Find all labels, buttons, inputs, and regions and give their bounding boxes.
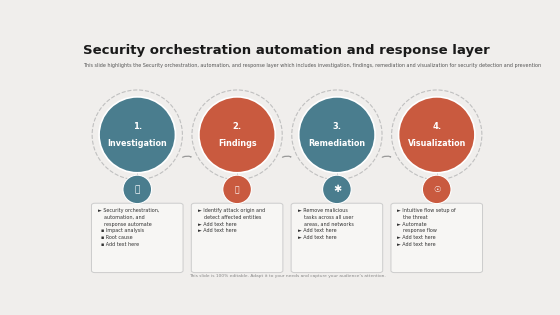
Text: ⎘: ⎘ xyxy=(235,185,240,194)
Ellipse shape xyxy=(323,175,351,203)
Text: ☉: ☉ xyxy=(433,185,441,194)
Text: 4.: 4. xyxy=(432,122,441,131)
FancyBboxPatch shape xyxy=(192,203,283,272)
Text: Findings: Findings xyxy=(218,139,256,148)
Text: 3.: 3. xyxy=(333,122,342,131)
Ellipse shape xyxy=(123,175,152,203)
Text: This slide highlights the Security orchestration, automation, and response layer: This slide highlights the Security orche… xyxy=(83,63,541,68)
FancyBboxPatch shape xyxy=(91,203,183,272)
Text: ► Remove malicious
    tasks across all user
    areas, and networks
► Add text : ► Remove malicious tasks across all user… xyxy=(297,208,353,240)
Text: ► Intuitive flow setup of
    the threat
► Automate
    response flow
► Add text: ► Intuitive flow setup of the threat ► A… xyxy=(398,208,456,247)
Ellipse shape xyxy=(399,97,475,173)
Text: ► Identify attack origin and
    detect affected entities
► Add text here
► Add : ► Identify attack origin and detect affe… xyxy=(198,208,265,233)
Ellipse shape xyxy=(223,175,251,203)
Text: Investigation: Investigation xyxy=(108,139,167,148)
Text: ⌕: ⌕ xyxy=(134,185,140,194)
Ellipse shape xyxy=(199,97,276,173)
FancyBboxPatch shape xyxy=(391,203,483,272)
Text: 2.: 2. xyxy=(232,122,242,131)
Text: 1.: 1. xyxy=(133,122,142,131)
Ellipse shape xyxy=(298,97,375,173)
Ellipse shape xyxy=(422,175,451,203)
Text: Security orchestration automation and response layer: Security orchestration automation and re… xyxy=(83,44,490,57)
Text: Remediation: Remediation xyxy=(309,139,366,148)
Text: This slide is 100% editable. Adapt it to your needs and capture your audience's : This slide is 100% editable. Adapt it to… xyxy=(189,274,385,278)
Text: ► Security orchestration,
    automation, and
    response automate
  ▪ Impact a: ► Security orchestration, automation, an… xyxy=(98,208,160,247)
Text: ✱: ✱ xyxy=(333,184,341,194)
Text: Visualization: Visualization xyxy=(408,139,466,148)
FancyBboxPatch shape xyxy=(291,203,382,272)
Ellipse shape xyxy=(99,97,175,173)
